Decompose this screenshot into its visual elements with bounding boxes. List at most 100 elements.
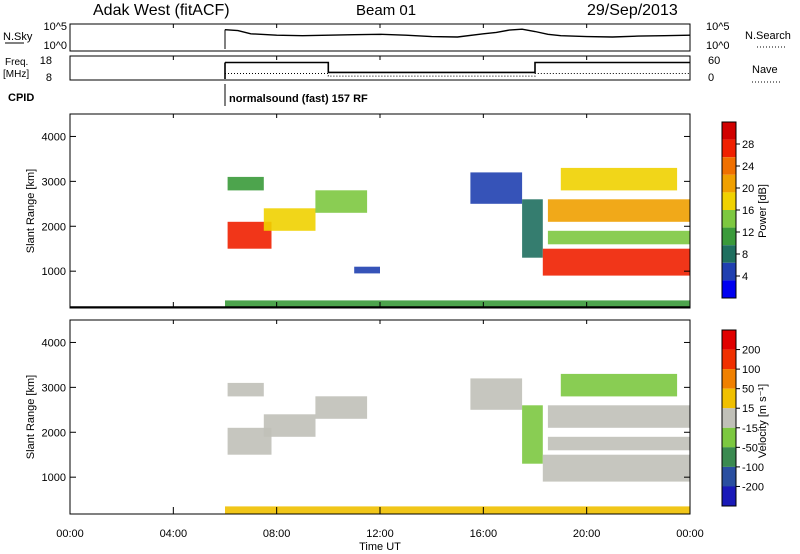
time-tick-label: 00:00 [676, 528, 704, 540]
noise-right-label: N.Search [745, 30, 791, 42]
velocity-colorbar-swatch [722, 427, 736, 448]
power-colorbar-swatch [722, 227, 736, 246]
velocity-colorbar-tick-label: 100 [742, 364, 760, 376]
power-region [522, 199, 543, 258]
power-colorbar-swatch [722, 245, 736, 263]
nave-right-label: Nave [752, 64, 778, 76]
power-colorbar-swatch [722, 210, 736, 228]
velocity-region [315, 396, 368, 419]
power-colorbar-tick-label: 16 [742, 205, 754, 217]
velocity-ytick-label: 1000 [42, 472, 66, 484]
freq-series [224, 61, 690, 79]
time-axis-label: Time UT [359, 541, 401, 553]
power-colorbar-swatch [722, 280, 736, 298]
velocity-y-ticks: 4000 3000 2000 1000 [42, 337, 690, 484]
time-tick-label: 08:00 [263, 528, 291, 540]
velocity-colorbar-tick-label: 200 [742, 345, 760, 357]
date-title: 29/Sep/2013 [587, 2, 678, 19]
power-heatmap [70, 167, 691, 308]
time-axis-ticks: 00:00 04:00 08:00 12:00 16:00 20:00 00:00 [56, 24, 704, 540]
velocity-colorbar-swatch [722, 388, 736, 409]
power-ytick-label: 1000 [42, 266, 66, 278]
nave-right-tick-bottom: 0 [708, 72, 714, 84]
velocity-colorbar-label: Velocity [m s⁻¹] [757, 384, 769, 458]
velocity-colorbar-tick-label: 15 [742, 403, 754, 415]
nave-line [225, 73, 690, 77]
noise-right-tick-bottom: 10^0 [706, 40, 730, 52]
freq-left-label: Freq. [5, 57, 28, 68]
velocity-colorbar-swatch [722, 349, 736, 370]
velocity-region [560, 373, 678, 397]
power-colorbar-swatch [722, 262, 736, 281]
power-region [263, 208, 316, 231]
velocity-region [225, 506, 690, 514]
power-region [315, 190, 368, 213]
time-tick-label: 16:00 [470, 528, 498, 540]
power-colorbar-swatch [722, 192, 736, 210]
noise-series [224, 28, 691, 49]
velocity-region [227, 382, 264, 397]
noise-panel-frame [69, 23, 691, 52]
velocity-colorbar-swatch [722, 486, 736, 506]
cpid-label: CPID [8, 92, 34, 104]
velocity-colorbar-swatch [722, 408, 736, 428]
freq-left-tick-top: 18 [40, 55, 52, 67]
time-tick-label: 20:00 [573, 528, 601, 540]
velocity-colorbar-frame [721, 329, 737, 507]
power-colorbar-tick-label: 20 [742, 183, 754, 195]
velocity-colorbar-tick-label: 50 [742, 384, 754, 396]
power-ylabel: Slant Range [km] [25, 169, 37, 253]
velocity-region [470, 378, 523, 410]
velocity-region [542, 454, 691, 482]
power-region [542, 248, 691, 276]
noise-left-tick-bottom: 10^0 [43, 40, 67, 52]
freq-left-tick-bottom: 8 [46, 72, 52, 84]
freq-left-unit: [MHz] [3, 69, 29, 80]
velocity-ytick-label: 2000 [42, 427, 66, 439]
time-tick-label: 12:00 [366, 528, 394, 540]
velocity-colorbar-tick-label: -15 [742, 423, 758, 435]
power-region [560, 167, 678, 191]
velocity-region [522, 405, 543, 464]
nave-right-tick-top: 60 [708, 55, 720, 67]
power-region [547, 230, 690, 245]
station-title: Adak West (fitACF) [93, 2, 230, 19]
cpid-text: normalsound (fast) 157 RF [229, 93, 368, 105]
power-colorbar-swatch [722, 157, 736, 175]
power-ytick-label: 4000 [42, 131, 66, 143]
power-colorbar-tick-label: 28 [742, 139, 754, 151]
velocity-colorbar-swatch [722, 330, 736, 350]
velocity-region [547, 436, 690, 451]
time-tick-label: 04:00 [160, 528, 188, 540]
velocity-ytick-label: 4000 [42, 337, 66, 349]
velocity-colorbar-tick-label: -100 [742, 462, 764, 474]
velocity-colorbar-swatch [722, 369, 736, 389]
power-colorbar-tick-label: 12 [742, 227, 754, 239]
velocity-colorbar-swatch [722, 466, 736, 487]
velocity-region [263, 414, 316, 437]
power-region [547, 199, 690, 222]
power-ytick-label: 2000 [42, 221, 66, 233]
velocity-ytick-label: 3000 [42, 382, 66, 394]
power-colorbar-label: Power [dB] [757, 184, 769, 238]
beam-title: Beam 01 [356, 2, 416, 19]
velocity-colorbar-swatch [722, 447, 736, 467]
power-colorbar-swatch [722, 174, 736, 193]
power-ytick-label: 3000 [42, 176, 66, 188]
velocity-region [547, 405, 690, 428]
power-colorbar-swatch [722, 122, 736, 140]
power-region [225, 300, 690, 308]
power-colorbar-tick-label: 24 [742, 161, 754, 173]
velocity-ylabel: Slant Range [km] [25, 375, 37, 459]
power-colorbar: 28 24 20 16 12 8 4 [721, 121, 754, 299]
velocity-colorbar: 200 100 50 15 -15 -50 -100 -200 [721, 329, 764, 507]
power-region [470, 172, 523, 204]
velocity-heatmap [225, 373, 691, 514]
power-colorbar-tick-label: 4 [742, 271, 748, 283]
power-colorbar-tick-label: 8 [742, 249, 748, 261]
freq-line [225, 61, 690, 74]
power-colorbar-swatch [722, 139, 736, 158]
noise-left-label: N.Sky [3, 31, 33, 43]
